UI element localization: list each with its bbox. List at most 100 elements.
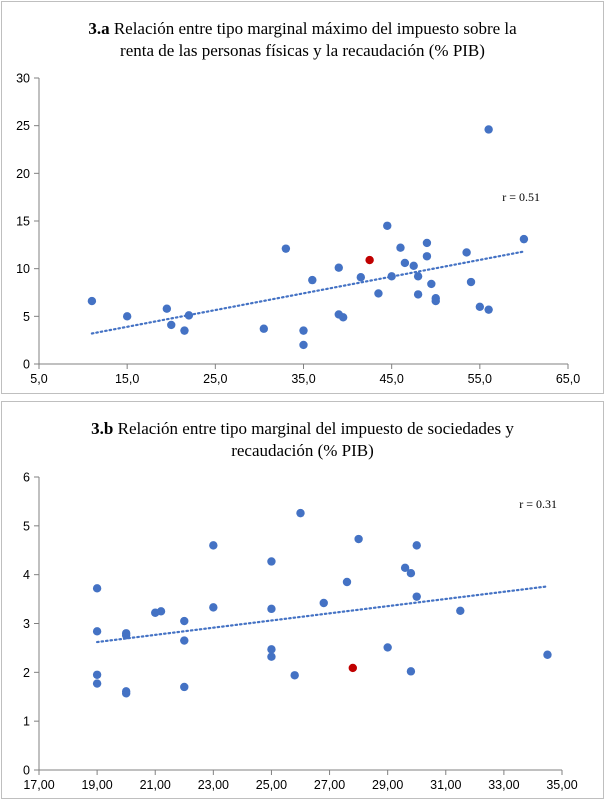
highlight-point: [365, 255, 374, 265]
data-point: [412, 592, 421, 601]
trendline-a: [90, 250, 526, 335]
y-tick-label: 20: [16, 167, 30, 181]
data-point: [334, 263, 343, 272]
data-point: [156, 607, 166, 616]
data-point: [267, 557, 276, 566]
x-tick-label: 55,0: [468, 372, 492, 386]
x-tick-label: 27,00: [314, 778, 345, 792]
data-point: [299, 326, 308, 335]
x-tick-label: 35,00: [546, 778, 577, 792]
data-point: [406, 569, 416, 578]
data-point: [462, 248, 471, 257]
y-tick-label: 6: [23, 471, 30, 485]
data-point: [259, 324, 269, 333]
data-point: [400, 563, 410, 573]
y-tick-label: 30: [16, 72, 30, 86]
y-tick-label: 25: [16, 119, 30, 133]
data-point: [396, 243, 405, 252]
data-point: [413, 272, 423, 281]
data-point: [383, 221, 392, 230]
correlation-annotation-a: r = 0.51: [502, 190, 540, 204]
scatter-plot-a: 5,0 15,0 25,0 35,0 45,0 55,0 65,0 0 5 10 15 20 25 30 r…: [16, 72, 580, 387]
data-point: [121, 631, 131, 640]
data-point: [92, 627, 102, 636]
y-tick-label: 0: [23, 764, 30, 778]
x-tick-label: 33,00: [488, 778, 519, 792]
data-point: [319, 598, 328, 608]
y-tick-label: 5: [23, 310, 30, 324]
data-point: [121, 689, 131, 698]
y-tick-label: 15: [16, 215, 30, 229]
data-point: [209, 603, 218, 612]
data-point: [484, 305, 493, 314]
data-point: [456, 606, 465, 616]
x-tick-label: 5,0: [30, 372, 47, 386]
data-point: [342, 577, 352, 587]
data-point: [167, 320, 176, 330]
data-point: [519, 234, 529, 244]
trendline-b: [96, 585, 549, 644]
data-point: [374, 289, 383, 298]
data-point: [180, 636, 189, 645]
x-tick-label: 31,00: [430, 778, 461, 792]
data-point: [209, 541, 218, 550]
x-tick-label: 17,00: [23, 778, 54, 792]
data-point: [387, 272, 396, 281]
data-point: [400, 258, 410, 268]
data-point: [184, 311, 194, 320]
data-point: [354, 534, 363, 544]
y-tick-label: 10: [16, 262, 30, 276]
data-point: [543, 650, 552, 659]
chart-panel-a: 3.a Relación entre tipo marginal máximo …: [1, 1, 604, 394]
y-tick-label: 1: [23, 715, 30, 729]
chart-title-line2-a: renta de las personas físicas y la recau…: [120, 41, 485, 60]
data-point: [296, 508, 305, 518]
data-point: [180, 682, 189, 692]
data-point: [290, 671, 299, 680]
data-point: [338, 313, 348, 322]
data-point: [466, 277, 476, 287]
data-point: [122, 312, 132, 321]
data-point: [180, 616, 189, 626]
data-point: [92, 679, 102, 688]
data-point: [475, 302, 485, 311]
x-tick-label: 23,00: [198, 778, 229, 792]
data-point: [92, 584, 102, 593]
x-tick-label: 15,0: [115, 372, 139, 386]
y-tick-label: 0: [23, 358, 30, 372]
x-tick-label: 35,0: [291, 372, 315, 386]
y-tick-label: 4: [23, 568, 30, 582]
data-point: [383, 643, 392, 652]
scatter-plot-b: 17,00 19,00 21,00 23,00 25,00 27,00 29,00 31,00…: [23, 471, 578, 793]
data-point: [413, 290, 423, 299]
y-tick-label: 3: [23, 617, 30, 631]
data-point: [412, 541, 421, 550]
chart-title-prefix-b: 3.b: [91, 419, 114, 438]
data-point: [299, 340, 308, 350]
data-point: [267, 645, 276, 654]
data-point: [422, 252, 432, 261]
chart-title-line1-a: Relación entre tipo marginal máximo del …: [113, 19, 517, 38]
data-point: [267, 652, 276, 661]
data-point: [409, 261, 418, 271]
x-tick-label: 19,00: [81, 778, 112, 792]
chart-title-a: 3.a Relación entre tipo marginal máximo …: [2, 18, 603, 62]
x-tick-label: 21,00: [140, 778, 171, 792]
data-point: [162, 304, 172, 313]
x-tick-label: 25,00: [256, 778, 287, 792]
chart-title-line1-b: Relación entre tipo marginal del impuest…: [117, 419, 514, 438]
y-tick-label: 2: [23, 666, 30, 680]
x-tick-label: 29,00: [372, 778, 403, 792]
x-tick-label: 25,0: [203, 372, 227, 386]
chart-title-b: 3.b Relación entre tipo marginal del imp…: [2, 418, 603, 462]
x-tick-label: 65,0: [556, 372, 580, 386]
chart-panel-b: 3.b Relación entre tipo marginal del imp…: [1, 401, 604, 799]
data-point: [308, 275, 317, 285]
y-tick-label: 5: [23, 519, 30, 533]
data-point: [281, 244, 291, 253]
data-point: [180, 326, 189, 335]
correlation-annotation-b: r = 0.31: [519, 497, 557, 511]
data-point: [406, 667, 416, 676]
data-point: [356, 273, 366, 282]
data-point: [92, 670, 102, 679]
